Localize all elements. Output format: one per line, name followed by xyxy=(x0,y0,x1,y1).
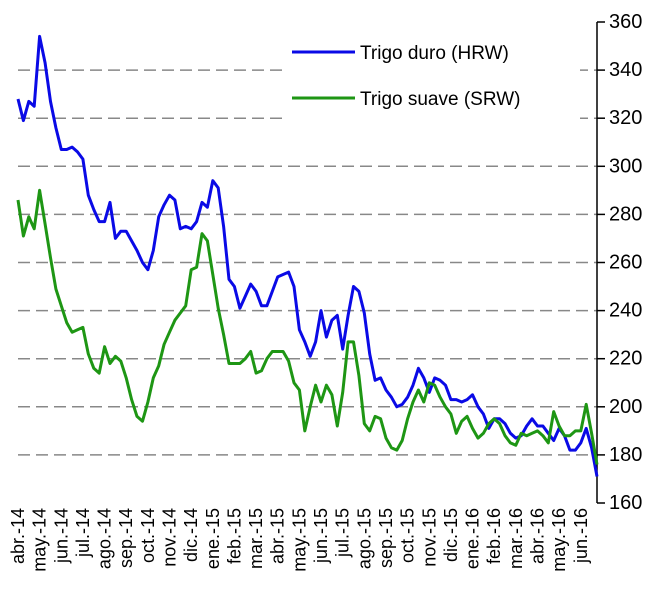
x-tick-label: jun.-14 xyxy=(51,508,71,564)
y-tick-label: 160 xyxy=(609,492,642,514)
y-tick-label: 200 xyxy=(609,396,642,418)
y-tick-label: 300 xyxy=(609,155,642,177)
x-tick-label: may.-16 xyxy=(549,508,569,572)
y-tick-label: 260 xyxy=(609,252,642,274)
x-tick-label: jun.-15 xyxy=(311,508,331,564)
x-tick-label: ene.-16 xyxy=(463,508,483,569)
x-tick-label: abr.-15 xyxy=(268,508,288,564)
x-tick-label: jul.-14 xyxy=(73,508,93,558)
y-tick-label: 220 xyxy=(609,348,642,370)
x-tick-label: nov.-14 xyxy=(160,508,180,567)
x-tick-label: dic.-14 xyxy=(181,508,201,562)
series-line xyxy=(16,34,599,477)
y-tick-label: 180 xyxy=(609,444,642,466)
legend-label: Trigo suave (SRW) xyxy=(360,89,520,110)
x-tick-label: nov.-15 xyxy=(419,508,439,567)
x-tick-label: dic.-15 xyxy=(441,508,461,562)
x-tick-label: feb.-16 xyxy=(484,508,504,564)
legend-box xyxy=(285,30,580,130)
y-tick-label: 340 xyxy=(609,59,642,81)
x-tick-label: ago.-15 xyxy=(354,508,374,569)
x-tick-label: ago.-14 xyxy=(95,508,115,569)
x-tick-label: may.-15 xyxy=(289,508,309,572)
y-tick-label: 360 xyxy=(609,11,642,33)
x-tick-label: oct.-14 xyxy=(138,508,158,563)
series-line xyxy=(16,188,599,465)
legend-label: Trigo duro (HRW) xyxy=(360,43,509,64)
y-tick-label: 280 xyxy=(609,203,642,225)
x-tick-label: jun.-16 xyxy=(571,508,591,564)
x-tick-label: sep.-14 xyxy=(116,508,136,568)
x-tick-label: jul.-15 xyxy=(333,508,353,558)
x-tick-label: abr.-16 xyxy=(527,508,547,564)
x-tick-label: oct.-15 xyxy=(398,508,418,563)
x-tick-label: sep.-15 xyxy=(376,508,396,568)
x-tick-label: mar.-15 xyxy=(246,508,266,569)
x-tick-label: mar.-16 xyxy=(506,508,526,569)
y-tick-label: 240 xyxy=(609,300,642,322)
x-tick-label: may.-14 xyxy=(30,508,50,572)
x-tick-label: abr.-14 xyxy=(8,508,28,564)
y-tick-label: 320 xyxy=(609,107,642,129)
x-tick-label: feb.-15 xyxy=(224,508,244,564)
x-tick-label: ene.-15 xyxy=(203,508,223,569)
